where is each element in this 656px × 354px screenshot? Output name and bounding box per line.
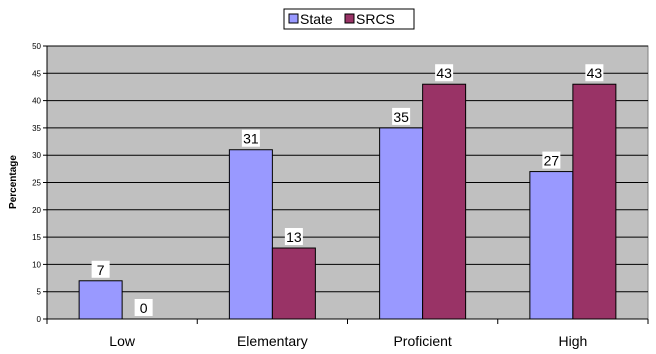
data-label-bg [435, 64, 454, 82]
bar-srcs [572, 83, 617, 320]
data-label-bg [241, 129, 260, 147]
bar-state [78, 280, 123, 320]
data-label-bg [91, 260, 110, 278]
x-tick-label: Low [109, 333, 136, 349]
data-label: 27 [544, 153, 560, 169]
bar-state [529, 171, 574, 320]
x-tick-label: High [558, 333, 587, 349]
data-label: 7 [97, 262, 105, 278]
y-tick-label: 30 [32, 151, 41, 160]
y-tick-label: 40 [32, 97, 41, 106]
legend-swatch-srcs [344, 13, 355, 24]
data-label: 31 [243, 131, 259, 147]
y-tick-label: 0 [37, 315, 42, 324]
bar-srcs [422, 83, 467, 320]
bar-state [228, 149, 273, 320]
y-tick-label: 15 [32, 233, 41, 242]
y-tick-label: 20 [32, 206, 41, 215]
data-label: 43 [436, 65, 452, 81]
legend-label-state: State [300, 11, 333, 27]
legend-label-srcs: SRCS [356, 11, 395, 27]
y-axis-label: Percentage [8, 155, 19, 209]
y-tick-label: 50 [32, 42, 41, 51]
y-tick-label: 35 [32, 124, 41, 133]
bar-state [379, 127, 424, 320]
bar-srcs [271, 247, 316, 320]
y-tick-label: 10 [32, 260, 41, 269]
legend: State SRCS [283, 8, 415, 30]
y-tick-label: 45 [32, 69, 41, 78]
data-label: 43 [587, 65, 603, 81]
data-label: 35 [393, 109, 409, 125]
data-label: 0 [140, 300, 148, 316]
x-tick-label: Proficient [393, 333, 451, 349]
data-label-bg [542, 151, 561, 169]
legend-swatch-state [288, 13, 299, 24]
y-tick-label: 5 [37, 288, 42, 297]
data-label-bg [134, 299, 153, 316]
data-label-bg [585, 64, 604, 82]
data-label: 13 [286, 229, 302, 245]
x-tick-label: Elementary [237, 333, 308, 349]
y-tick-label: 25 [32, 179, 41, 188]
data-label-bg [392, 107, 411, 125]
data-label-bg [284, 228, 303, 246]
